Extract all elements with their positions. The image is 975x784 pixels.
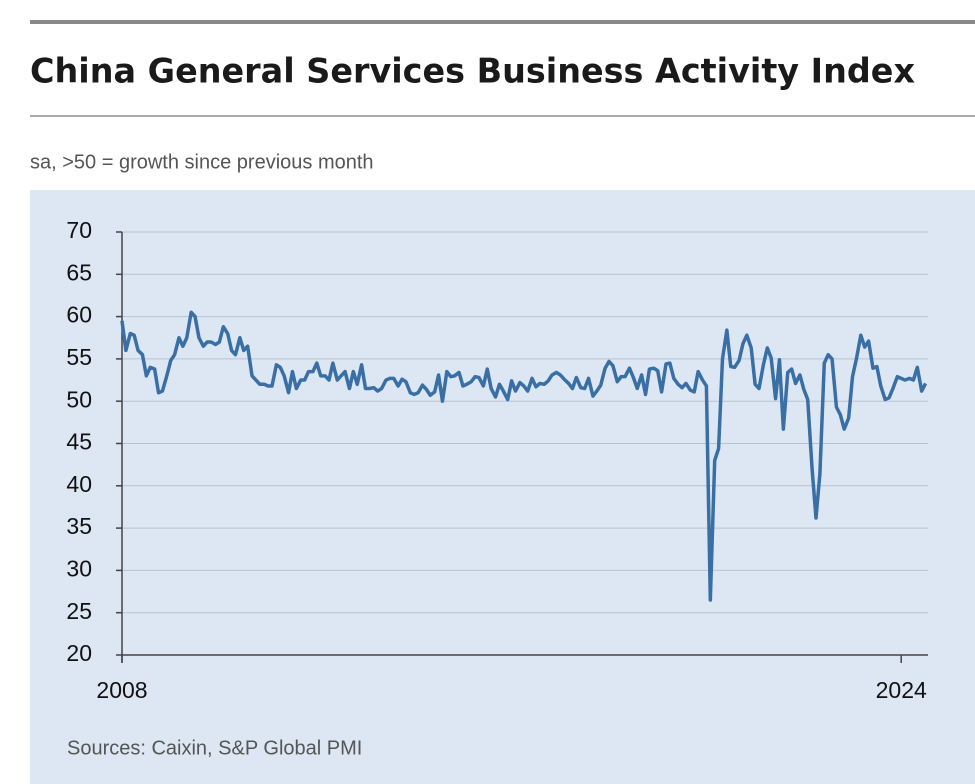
plot-area: 20 25 30 35 40 45 50 55 60 65 70 2008 2024 <box>66 217 928 703</box>
plot-panel <box>30 190 975 784</box>
top-rule <box>30 20 975 24</box>
x-tick-label: 2008 <box>96 677 147 703</box>
y-tick-label: 55 <box>66 344 92 370</box>
y-tick-label: 45 <box>66 429 92 455</box>
data-line <box>120 310 928 602</box>
source-note: Sources: Caixin, S&P Global PMI <box>67 737 362 759</box>
y-tick-label: 25 <box>66 598 92 624</box>
y-tick-label: 20 <box>66 640 92 666</box>
y-tick-label: 60 <box>66 302 92 328</box>
y-tick-label: 70 <box>66 217 92 243</box>
y-tick-label: 65 <box>66 259 92 285</box>
subtitle: sa, >50 = growth since previous month <box>30 151 374 173</box>
x-tick-label: 2024 <box>876 677 927 703</box>
y-tick-label: 40 <box>66 471 92 497</box>
y-tick-label: 35 <box>66 513 92 539</box>
y-tick-label: 30 <box>66 555 92 581</box>
y-tick-label: 50 <box>66 386 92 412</box>
chart-title: China General Services Business Activity… <box>30 52 915 92</box>
title-rule <box>30 115 975 117</box>
